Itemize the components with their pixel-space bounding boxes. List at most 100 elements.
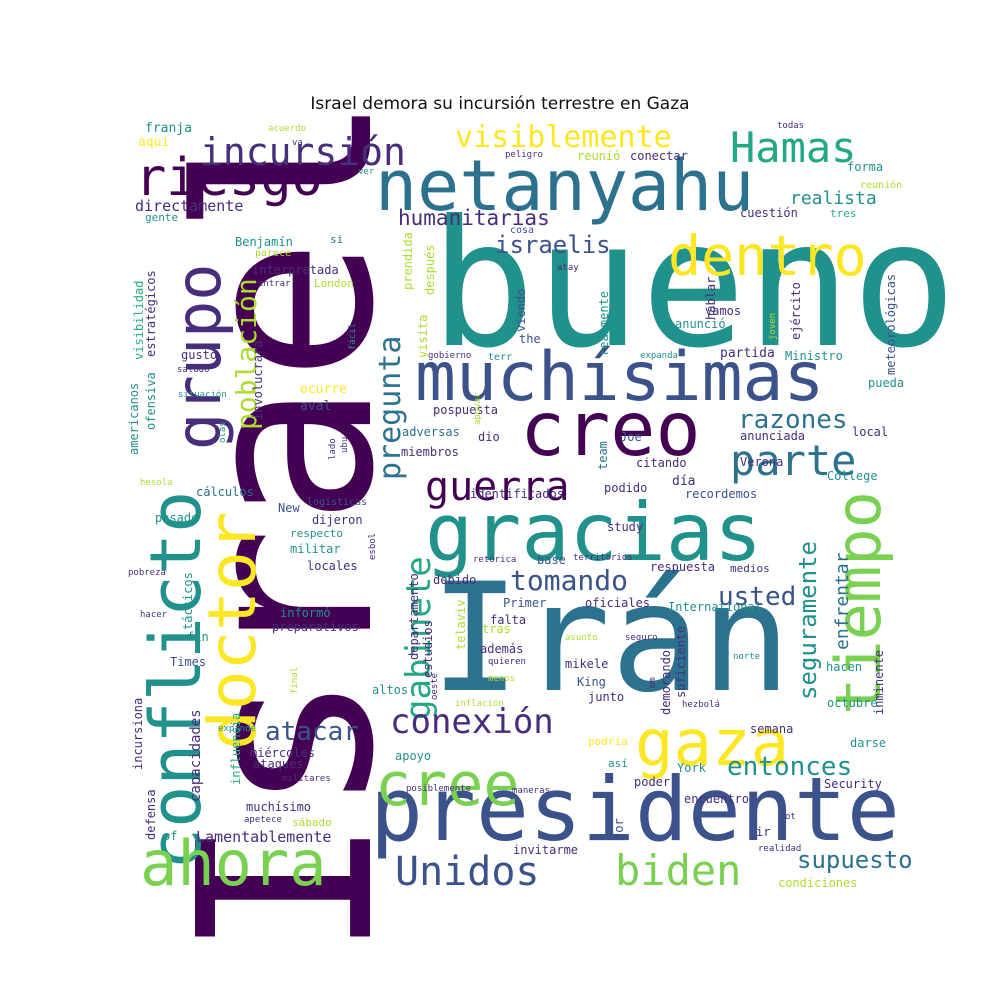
word-44: peligro [505, 150, 543, 160]
word-137: podría [588, 735, 628, 748]
word-78: pospuesta [433, 403, 498, 417]
word-97: respecto [290, 527, 343, 540]
word-75: situación [178, 389, 227, 400]
word-52: Benjamín [235, 235, 293, 249]
word-63: meteorológicas [884, 274, 898, 375]
word-163: estratégicos [144, 270, 158, 357]
word-122: King [577, 675, 606, 689]
word-145: invitarme [513, 843, 578, 857]
word-8: conflicto [135, 491, 217, 870]
word-42: franja [145, 121, 192, 136]
word-172: realmente [597, 291, 611, 356]
word-139: York [677, 761, 707, 775]
word-107: debido [433, 573, 476, 587]
word-98: militar [290, 542, 341, 556]
word-20: incursión [200, 130, 406, 174]
word-188: influencia [229, 713, 243, 785]
word-99: locales [307, 559, 358, 573]
word-130: inminente [872, 650, 886, 715]
word-58: cosa [510, 225, 534, 236]
word-128: norte [733, 652, 760, 662]
word-56: entrar [258, 279, 291, 289]
word-120: quieren [488, 657, 526, 667]
word-16: dentro [668, 224, 867, 288]
word-89: día [672, 474, 695, 489]
word-33: supuesto [797, 846, 913, 874]
word-114: tras [482, 622, 511, 636]
word-164: visibilidad [132, 281, 146, 360]
word-46: conectar [630, 149, 688, 163]
word-13: tiempo [822, 491, 895, 715]
word-55: London [314, 277, 354, 290]
word-71: terr [488, 352, 512, 363]
word-29: seguramente [794, 541, 822, 700]
word-83: citando [636, 456, 687, 470]
word-54: interpretada [252, 263, 339, 277]
word-173: apoyar [473, 392, 483, 425]
chart-title: Israel demora su incursión terrestre en … [310, 94, 690, 114]
word-10: grupo [162, 263, 235, 450]
word-105: respuesta [650, 560, 715, 574]
word-109: oficiales [585, 596, 650, 610]
word-47: forma [847, 160, 883, 174]
word-17: Hamas [730, 123, 856, 172]
word-51: gente [145, 211, 178, 224]
word-6: netanyahu [375, 145, 754, 227]
word-81: Joe [620, 430, 642, 444]
word-2: Irán [430, 552, 791, 726]
word-168: fácil [348, 323, 358, 350]
word-132: octubre [827, 696, 878, 710]
word-144: sábado [292, 816, 332, 829]
word-35: israelis [495, 231, 611, 259]
word-170: prendida [401, 232, 415, 290]
word-60: atay [557, 263, 579, 273]
word-66: joven [768, 313, 778, 340]
word-1: bueno [430, 184, 957, 387]
word-93: recordemos [685, 487, 757, 501]
word-115: fin [187, 630, 209, 644]
word-181: telaviv [454, 599, 468, 650]
word-191: ot [785, 812, 796, 822]
word-45: reunió [577, 149, 620, 163]
word-4: gracias [425, 486, 762, 579]
word-186: tácticos [181, 572, 195, 630]
word-149: apetece [244, 815, 282, 825]
word-138: así [608, 757, 628, 770]
word-158: ver [358, 167, 375, 177]
word-70: gobierno [428, 351, 471, 361]
word-156: va [292, 138, 303, 148]
word-118: hacer [140, 610, 168, 620]
word-161: inflación [455, 698, 504, 709]
word-18: parte [730, 436, 856, 485]
word-169: visita [416, 315, 430, 358]
word-125: menos [488, 674, 515, 684]
word-11: ahora [140, 827, 327, 900]
word-116: Times [170, 655, 206, 669]
word-19: guerra [425, 464, 570, 510]
word-73: gusto [181, 348, 217, 362]
word-112: preparativos [272, 620, 359, 634]
word-95: New [278, 501, 300, 515]
word-38: directamente [135, 197, 243, 215]
word-111: informó [280, 606, 331, 620]
word-50: cuestión [740, 206, 798, 220]
word-76: ocurre [300, 382, 347, 397]
word-49: tres [830, 207, 857, 220]
word-190: final [290, 667, 300, 694]
word-64: vamos [705, 304, 741, 318]
word-147: maneras [512, 786, 550, 796]
word-184: demorando [659, 650, 673, 715]
word-65: anunció [675, 317, 726, 331]
word-74: saludo [177, 365, 210, 375]
word-37: enfrentar [832, 552, 853, 650]
word-171: después [423, 244, 437, 295]
word-131: semana [750, 722, 793, 736]
word-182: oeste [430, 673, 440, 700]
word-88: College [827, 469, 878, 483]
word-79: adversas [402, 425, 460, 439]
word-14: gaza [635, 707, 789, 781]
word-23: gabinete [399, 556, 439, 720]
word-140: poder [634, 775, 670, 789]
word-101: study [607, 520, 643, 534]
